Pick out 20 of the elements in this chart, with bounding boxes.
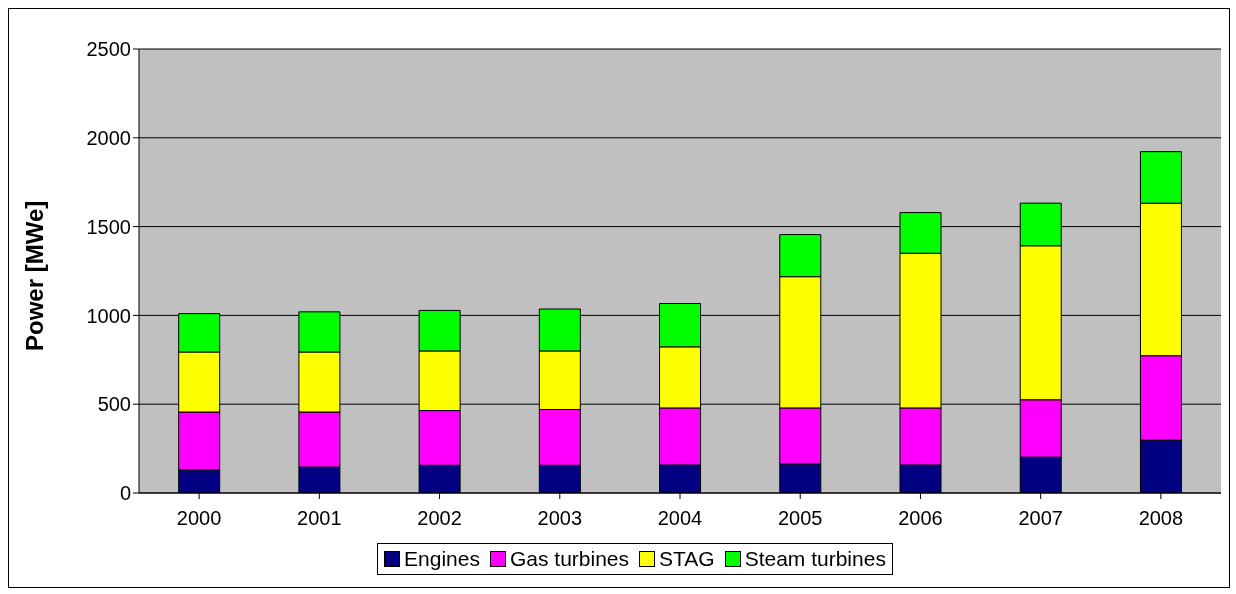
y-tick-label: 500 bbox=[97, 393, 131, 416]
legend-label: Gas turbines bbox=[508, 547, 630, 571]
x-tick-label: 2005 bbox=[777, 507, 823, 530]
x-tick-label: 2006 bbox=[898, 507, 943, 530]
x-tick-label: 2002 bbox=[417, 507, 462, 530]
y-tick-label: 1500 bbox=[86, 215, 131, 238]
y-tick-label: 2500 bbox=[86, 38, 131, 61]
x-tick-label: 2004 bbox=[657, 507, 703, 530]
x-tick-label: 2001 bbox=[297, 507, 342, 530]
x-tick-label: 2003 bbox=[537, 507, 583, 530]
y-axis-title: Power [MWe] bbox=[20, 200, 48, 351]
y-tick-label: 1000 bbox=[86, 304, 131, 327]
y-tick-label: 2000 bbox=[86, 126, 131, 149]
x-tick-label: 2007 bbox=[1018, 507, 1063, 530]
y-tick-label: 0 bbox=[119, 482, 131, 505]
x-tick-label: 2008 bbox=[1138, 507, 1184, 530]
x-tick-label: 2000 bbox=[176, 507, 222, 530]
legend-label: Engines bbox=[403, 547, 480, 571]
legend-label: STAG bbox=[658, 547, 715, 571]
legend-label: Steam turbines bbox=[743, 547, 886, 571]
